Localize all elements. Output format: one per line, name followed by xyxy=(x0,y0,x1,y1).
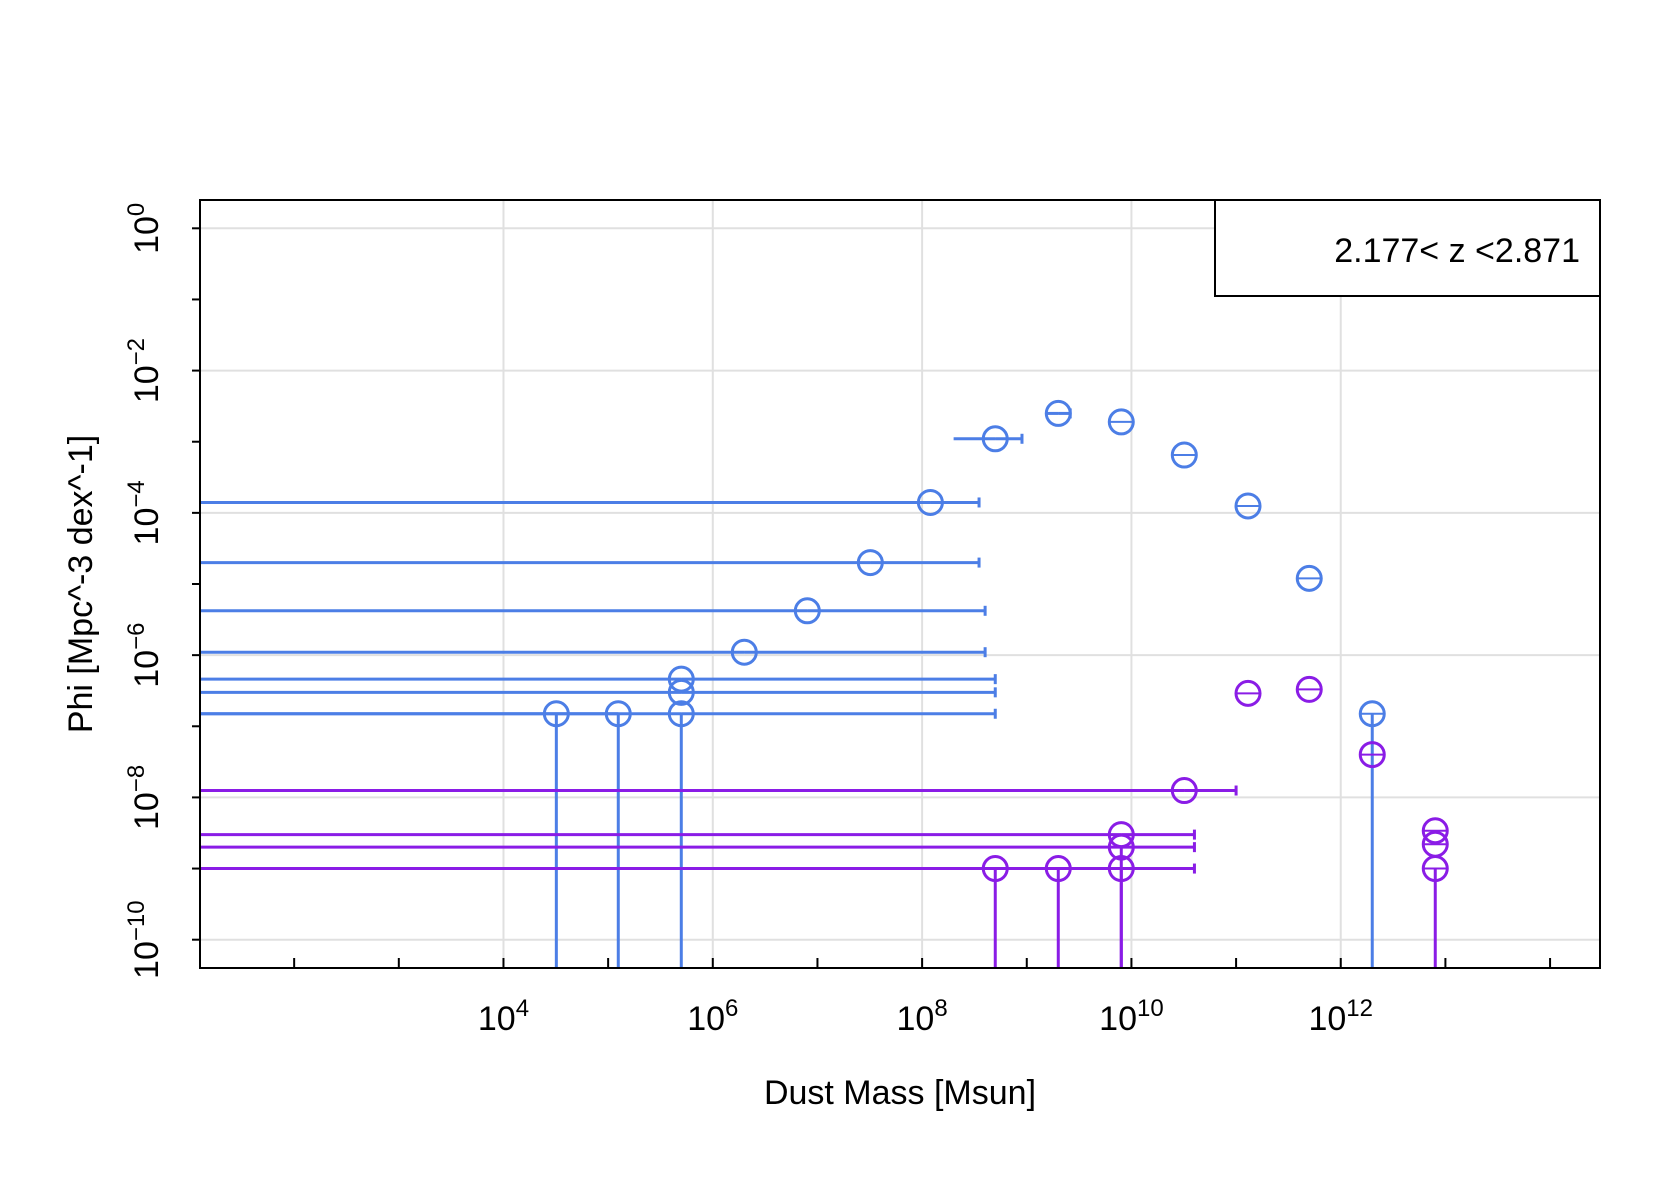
x-axis-label: Dust Mass [Msun] xyxy=(764,1074,1036,1112)
data-point xyxy=(200,855,1196,968)
data-point xyxy=(1170,441,1198,469)
data-point xyxy=(200,597,987,625)
data-point xyxy=(1421,855,1449,968)
data-point xyxy=(200,777,1238,805)
x-tick-label: 106 xyxy=(687,995,738,1038)
x-tick-label: 108 xyxy=(897,995,948,1038)
data-point xyxy=(953,425,1024,453)
data-point xyxy=(200,549,981,577)
legend-text: 2.177< z <2.871 xyxy=(1334,232,1580,270)
data-point xyxy=(1044,399,1072,427)
x-tick-label: 1012 xyxy=(1308,995,1373,1038)
data-marks xyxy=(200,399,1449,968)
x-tick-label: 104 xyxy=(478,995,529,1038)
grid xyxy=(200,200,1600,968)
y-tick-label: 10−4 xyxy=(123,480,166,545)
y-tick-label: 10−8 xyxy=(123,765,166,830)
axis-ticks: 104 106 108 1010 1012 100 10−2 10−4 10−6 10−8 10−1… xyxy=(123,203,1552,1038)
data-point xyxy=(1358,741,1386,769)
y-tick-label: 10−6 xyxy=(123,623,166,688)
data-point xyxy=(1421,830,1449,858)
plot-frame xyxy=(199,199,1601,969)
data-point xyxy=(542,700,570,968)
data-point xyxy=(1107,408,1135,436)
y-axis-label: Phi [Mpc^-3 dex^-1] xyxy=(62,435,100,733)
data-point xyxy=(200,665,997,693)
data-point xyxy=(1295,675,1323,703)
data-point xyxy=(1295,564,1323,592)
x-tick-label: 1010 xyxy=(1099,995,1164,1038)
data-point xyxy=(200,488,981,516)
data-point xyxy=(200,638,987,666)
y-tick-label: 10−10 xyxy=(123,900,166,979)
y-tick-label: 100 xyxy=(123,203,166,254)
data-point xyxy=(1044,855,1072,968)
legend: 2.177< z <2.871 xyxy=(1214,199,1601,297)
legend-box xyxy=(1214,199,1601,297)
data-point xyxy=(1234,679,1262,707)
data-point xyxy=(1358,700,1386,968)
data-point xyxy=(981,855,1009,968)
data-point xyxy=(200,833,1196,968)
data-point xyxy=(1234,492,1262,520)
data-point xyxy=(200,678,997,706)
y-tick-label: 10−2 xyxy=(123,338,166,403)
data-point xyxy=(200,821,1196,849)
